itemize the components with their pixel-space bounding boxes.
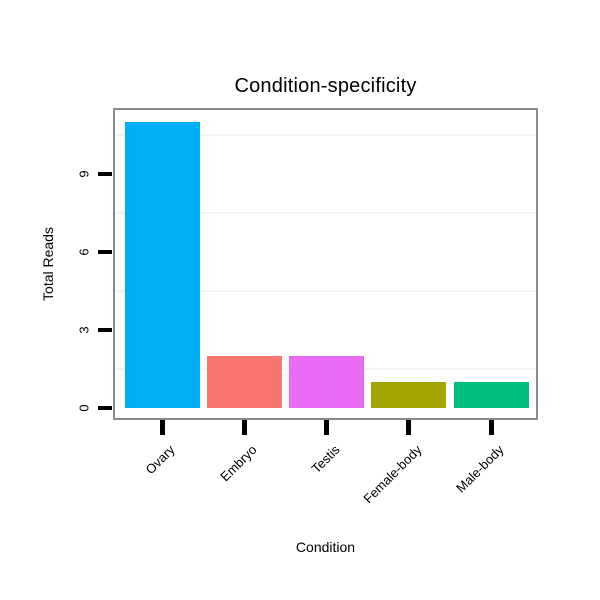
x-tick	[241, 420, 247, 435]
bar-male-body	[453, 382, 529, 408]
x-tick	[488, 420, 494, 435]
minor-gridline	[113, 134, 538, 136]
minor-gridline	[113, 290, 538, 292]
x-tick	[159, 420, 165, 435]
x-tick	[324, 420, 330, 435]
y-tick-label: 3	[76, 326, 92, 334]
y-tick-label: 9	[76, 170, 92, 178]
y-tick-label: 6	[76, 248, 92, 256]
x-tick-label: Embryo	[217, 442, 260, 485]
y-tick	[98, 250, 112, 254]
x-tick-label: Male-body	[453, 442, 507, 496]
bar-female-body	[371, 382, 447, 408]
x-axis-title: Condition	[295, 539, 356, 555]
y-tick	[98, 406, 112, 410]
bar-embryo	[206, 356, 282, 408]
x-tick-label: Testis	[308, 442, 343, 477]
x-tick	[406, 420, 412, 435]
y-axis-title: Total Reads	[40, 227, 56, 301]
x-tick-label: Female-body	[360, 442, 425, 507]
x-tick-label: Ovary	[142, 442, 178, 478]
bar-ovary	[124, 122, 200, 408]
y-tick-label: 0	[76, 404, 92, 412]
y-tick	[98, 172, 112, 176]
chart-title: Condition-specificity	[234, 75, 417, 97]
y-tick	[98, 328, 112, 332]
minor-gridline	[113, 212, 538, 214]
plot-panel	[113, 108, 538, 420]
bar-testis	[289, 356, 365, 408]
